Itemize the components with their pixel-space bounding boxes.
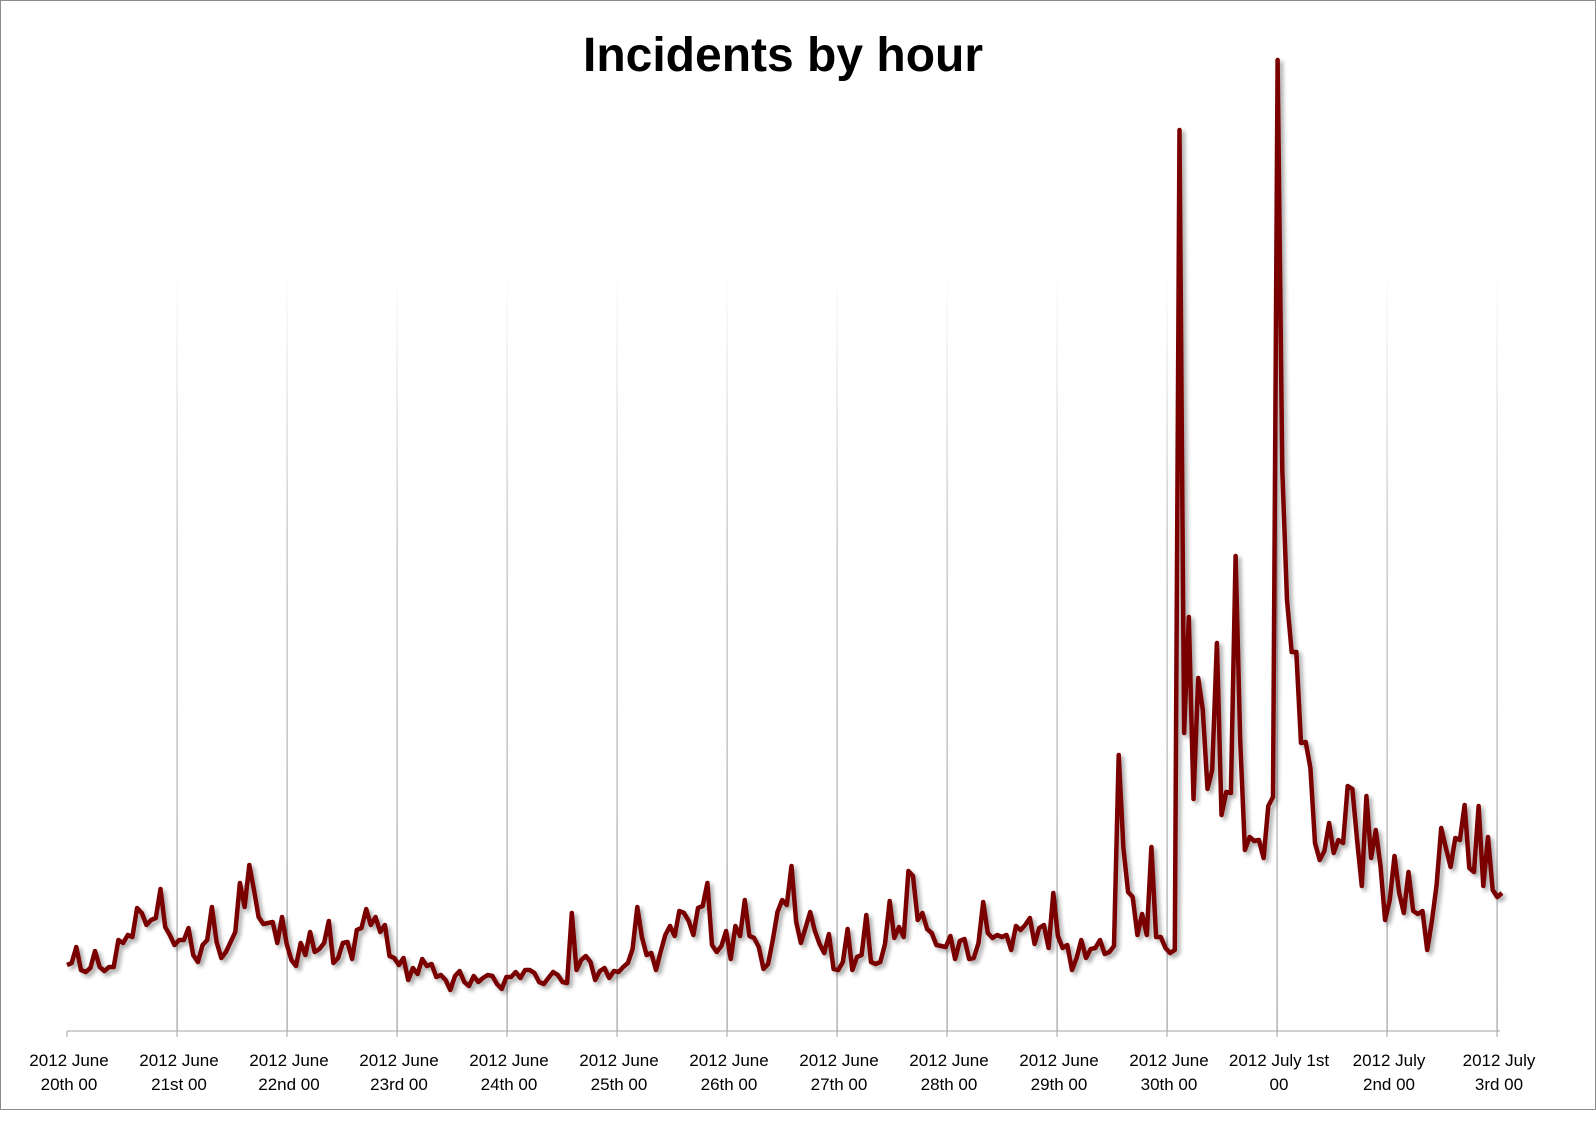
x-tick-label: 2012 June xyxy=(359,1051,438,1070)
x-axis-ticks: 2012 June 20th 00 2012 June 21st 00 2012 Jun… xyxy=(29,1031,1536,1094)
x-tick-label: 2012 June xyxy=(1129,1051,1208,1070)
gridline xyxy=(1166,270,1168,1031)
x-tick-label: 2012 June xyxy=(249,1051,328,1070)
x-tick-label: 25th 00 xyxy=(591,1075,648,1094)
x-tick-label: 3rd 00 xyxy=(1475,1075,1523,1094)
x-tick-label: 27th 00 xyxy=(811,1075,868,1094)
x-tick-label: 21st 00 xyxy=(151,1075,207,1094)
x-tick-label: 2012 June xyxy=(139,1051,218,1070)
gridline xyxy=(1276,270,1278,1031)
x-tick-label: 24th 00 xyxy=(481,1075,538,1094)
gridline xyxy=(1386,270,1388,1031)
gridline xyxy=(286,270,288,1031)
gridline xyxy=(616,270,618,1031)
x-tick-label: 2012 July xyxy=(1463,1051,1536,1070)
x-tick-label: 00 xyxy=(1270,1075,1289,1094)
gridline xyxy=(836,270,838,1031)
x-tick-label: 20th 00 xyxy=(41,1075,98,1094)
x-tick-label: 2012 July 1st xyxy=(1229,1051,1329,1070)
x-tick-label: 2012 June xyxy=(1019,1051,1098,1070)
gridline xyxy=(726,270,728,1031)
x-tick-label: 2012 July xyxy=(1353,1051,1426,1070)
chart-title: Incidents by hour xyxy=(582,29,984,82)
x-tick-label: 26th 00 xyxy=(701,1075,758,1094)
series-incidents xyxy=(66,57,1504,993)
gridline xyxy=(1056,270,1058,1031)
x-tick-label: 28th 00 xyxy=(921,1075,978,1094)
x-tick-label: 2012 June xyxy=(799,1051,878,1070)
x-tick-label: 2012 June xyxy=(469,1051,548,1070)
x-tick-label: 22nd 00 xyxy=(258,1075,319,1094)
gridline xyxy=(176,270,178,1031)
x-tick-label: 2012 June xyxy=(689,1051,768,1070)
gridline xyxy=(506,270,508,1031)
x-tick-label: 29th 00 xyxy=(1031,1075,1088,1094)
x-tick-label: 2012 June xyxy=(909,1051,988,1070)
x-tick-label: 2012 June xyxy=(579,1051,658,1070)
gridline xyxy=(1496,270,1498,1031)
gridlines xyxy=(176,270,1498,1031)
x-tick-label: 30th 00 xyxy=(1141,1075,1198,1094)
x-tick-label: 2nd 00 xyxy=(1363,1075,1415,1094)
x-tick-label: 2012 June xyxy=(29,1051,108,1070)
gridline xyxy=(946,270,948,1031)
gridline xyxy=(396,270,398,1031)
series-line xyxy=(66,57,1504,993)
x-tick-label: 23rd 00 xyxy=(370,1075,428,1094)
